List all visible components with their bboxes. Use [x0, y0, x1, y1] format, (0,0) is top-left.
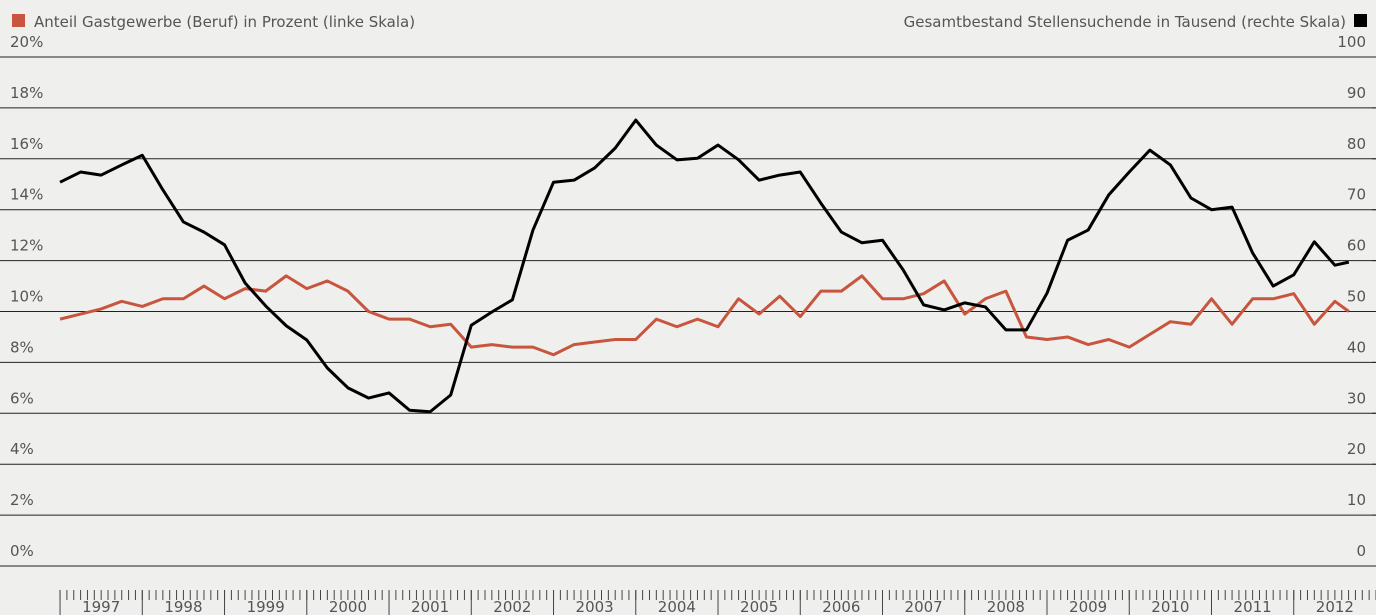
legend-label: Gesamtbestand Stellensuchende in Tausend…	[904, 13, 1346, 31]
x-tick-label: 2004	[658, 598, 696, 615]
y-tick-label: 2%	[10, 491, 34, 509]
x-tick-label: 1998	[164, 598, 202, 615]
x-tick-label: 2001	[411, 598, 449, 615]
x-tick-label: 2007	[905, 598, 943, 615]
y2-tick-label: 40	[1347, 338, 1366, 356]
x-tick-label: 2010	[1151, 598, 1189, 615]
y-tick-label: 12%	[10, 237, 43, 255]
x-tick-label: 2009	[1069, 598, 1107, 615]
y-tick-label: 0%	[10, 542, 34, 560]
y2-tick-label: 60	[1347, 237, 1366, 255]
y2-tick-label: 100	[1337, 33, 1366, 51]
series-line	[59, 274, 1350, 357]
x-tick-label: 2005	[740, 598, 778, 615]
y2-tick-label: 30	[1347, 389, 1366, 407]
x-tick-label: 2011	[1234, 598, 1272, 615]
x-tick-label: 2012	[1316, 598, 1354, 615]
y2-tick-label: 70	[1347, 186, 1366, 204]
series-line	[59, 118, 1350, 414]
legend-swatch	[1354, 14, 1367, 27]
x-tick-label: 1999	[247, 598, 285, 615]
y-tick-label: 8%	[10, 338, 34, 356]
y2-tick-label: 90	[1347, 84, 1366, 102]
legend-swatch	[12, 14, 25, 27]
y-tick-label: 20%	[10, 33, 43, 51]
y-tick-label: 18%	[10, 84, 43, 102]
y-tick-label: 4%	[10, 440, 34, 458]
x-tick-label: 2006	[822, 598, 860, 615]
y2-tick-label: 10	[1347, 491, 1366, 509]
y2-tick-label: 50	[1347, 288, 1366, 306]
x-tick-label: 2003	[576, 598, 614, 615]
x-tick-label: 1997	[82, 598, 120, 615]
y-tick-label: 14%	[10, 186, 43, 204]
y-tick-label: 10%	[10, 288, 43, 306]
x-tick-label: 2000	[329, 598, 367, 615]
y2-tick-label: 0	[1356, 542, 1366, 560]
x-tick-label: 2002	[493, 598, 531, 615]
x-tick-label: 2008	[987, 598, 1025, 615]
y-tick-label: 16%	[10, 135, 43, 153]
y2-tick-label: 80	[1347, 135, 1366, 153]
legend-label: Anteil Gastgewerbe (Beruf) in Prozent (l…	[34, 13, 415, 31]
y-tick-label: 6%	[10, 389, 34, 407]
y2-tick-label: 20	[1347, 440, 1366, 458]
